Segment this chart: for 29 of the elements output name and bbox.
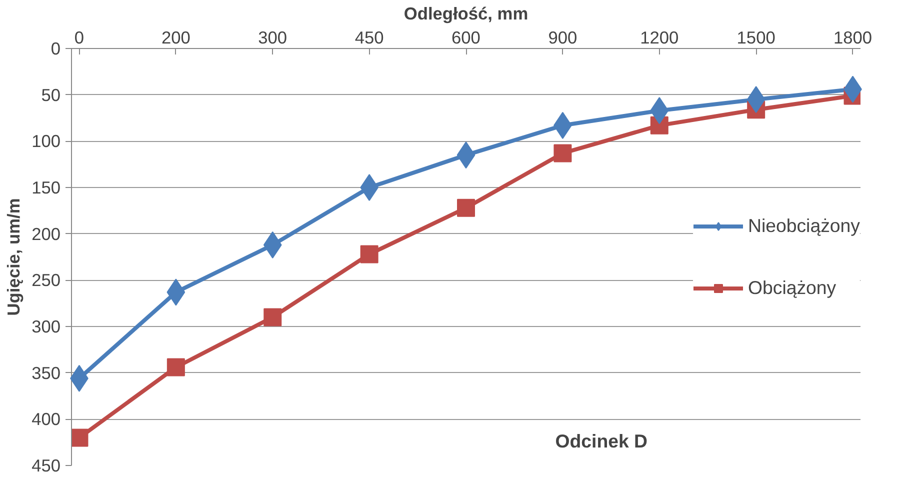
- x-tick-label: 900: [548, 28, 578, 48]
- x-tick-label: 450: [354, 28, 384, 48]
- point: [360, 245, 378, 264]
- x-tick-label: 1200: [640, 28, 679, 48]
- legend-label: Obciążony: [748, 276, 836, 298]
- x-tick-label: 200: [161, 28, 190, 48]
- y-tick-label: 150: [32, 178, 61, 198]
- y-tick-label: 200: [32, 224, 61, 244]
- y-tick-label: 450: [32, 456, 61, 476]
- legend-label: Nieobciążony: [748, 214, 860, 236]
- y-tick-label: 50: [41, 84, 61, 105]
- x-tick-label: 0: [74, 28, 84, 48]
- x-axis-title: Odległość, mm: [404, 4, 528, 24]
- y-tick-label: 350: [32, 362, 61, 383]
- y-tick-label: 100: [32, 131, 61, 152]
- x-tick-label: 1500: [736, 28, 776, 48]
- y-tick-label: 400: [32, 409, 61, 430]
- point: [457, 198, 475, 217]
- y-tick-label: 300: [32, 316, 61, 336]
- point: [166, 358, 185, 376]
- point: [72, 428, 88, 447]
- x-tick-label: 300: [258, 28, 288, 48]
- annotation: Odcinek D: [555, 430, 648, 452]
- x-tick-label: 600: [452, 28, 480, 48]
- y-axis-title: Ugięcie, um/m: [4, 198, 24, 316]
- x-tick-label: 1800: [833, 28, 872, 48]
- point: [264, 308, 282, 326]
- point: [554, 144, 572, 162]
- y-tick-label: 250: [32, 270, 61, 290]
